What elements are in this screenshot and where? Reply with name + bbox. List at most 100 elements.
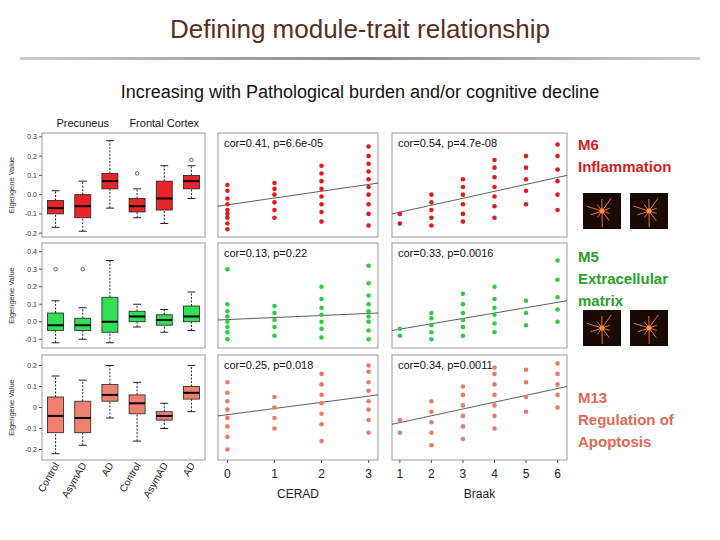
whisker-cap (187, 330, 195, 331)
point (225, 221, 230, 226)
point (524, 177, 529, 182)
micrograph (583, 310, 621, 346)
median (48, 415, 64, 417)
point (366, 212, 371, 217)
flier (54, 267, 58, 271)
x-tick-label: 3 (460, 467, 467, 481)
x-tick-label: 6 (554, 467, 561, 481)
point (492, 403, 497, 408)
point (555, 179, 560, 184)
point (225, 407, 230, 412)
trend-line (218, 313, 378, 320)
point (492, 297, 497, 302)
whisker-cap (106, 365, 114, 366)
x-tick-label: 4 (491, 467, 498, 481)
point (366, 223, 371, 228)
point (319, 219, 324, 224)
point (319, 326, 324, 331)
data-group (218, 363, 378, 452)
group-label: Frontal Cortex (129, 117, 199, 129)
box (102, 173, 118, 188)
whisker-high (82, 308, 83, 319)
point (398, 333, 403, 338)
point (319, 163, 324, 168)
point (555, 382, 560, 387)
title: Defining module-trait relationship (170, 14, 550, 44)
point (555, 258, 560, 263)
subtitle: Increasing with Pathological burden and/… (121, 82, 599, 102)
x-tick-label: AsymAD (60, 461, 89, 500)
whisker-low (191, 189, 192, 199)
whisker-high (82, 181, 83, 194)
box (48, 200, 64, 213)
data-group (48, 366, 200, 454)
y-tick-label: 0.1 (27, 172, 37, 179)
point (319, 297, 324, 302)
point (492, 414, 497, 419)
point (461, 202, 466, 207)
whisker-high (164, 403, 165, 411)
point (524, 323, 529, 328)
whisker-cap (79, 307, 87, 308)
point (492, 426, 497, 431)
point (366, 144, 371, 149)
y-axis-label: Eigengene Value (7, 379, 16, 436)
point (319, 194, 324, 199)
y-tick-label: -0.1 (25, 336, 37, 343)
point (461, 212, 466, 217)
median (102, 180, 118, 182)
whisker-low (137, 212, 138, 218)
whisker-low (82, 433, 83, 446)
y-tick (39, 365, 42, 366)
header-rule (20, 57, 700, 60)
point (492, 365, 497, 370)
box (183, 175, 199, 188)
point (366, 399, 371, 404)
y-tick (39, 194, 42, 195)
plot-frame (392, 243, 567, 348)
whisker-high (137, 189, 138, 199)
panel: 0123CERADcor=0.25, p=0.018 (218, 355, 378, 501)
box (75, 318, 91, 330)
point (225, 435, 230, 440)
micrograph-cell (600, 326, 605, 331)
point (429, 192, 434, 197)
point (555, 361, 560, 366)
median (156, 319, 172, 321)
point (319, 372, 324, 377)
point (366, 302, 371, 307)
point (366, 407, 371, 412)
x-tick-label: Control (117, 461, 143, 494)
whisker-low (164, 420, 165, 428)
point (272, 215, 277, 220)
point (524, 380, 529, 385)
trend-line (218, 395, 378, 416)
point (272, 416, 277, 421)
point (225, 202, 230, 207)
point (225, 330, 230, 335)
point (366, 281, 371, 286)
annotation: cor=0.13, p=0.22 (224, 247, 307, 259)
point (492, 382, 497, 387)
whisker-low (191, 322, 192, 331)
point (366, 418, 371, 423)
point (492, 215, 497, 220)
point (272, 187, 277, 192)
x-tick (368, 460, 369, 463)
slide: Defining module-trait relationship Increa… (0, 0, 720, 540)
point (429, 208, 434, 213)
panel: cor=0.54, p=4.7e-08 (392, 133, 567, 237)
point (524, 298, 529, 303)
median (75, 205, 91, 207)
whisker-high (55, 376, 56, 397)
whisker-cap (106, 140, 114, 141)
whisker-high (191, 166, 192, 176)
point (461, 414, 466, 419)
point (366, 319, 371, 324)
plot-frame (392, 355, 567, 460)
plot-frame (218, 243, 378, 348)
y-axis-label: Eigengene Value (7, 157, 16, 214)
point (225, 302, 230, 307)
annotation: cor=0.25, p=0.018 (224, 359, 313, 371)
whisker-cap (133, 382, 141, 383)
